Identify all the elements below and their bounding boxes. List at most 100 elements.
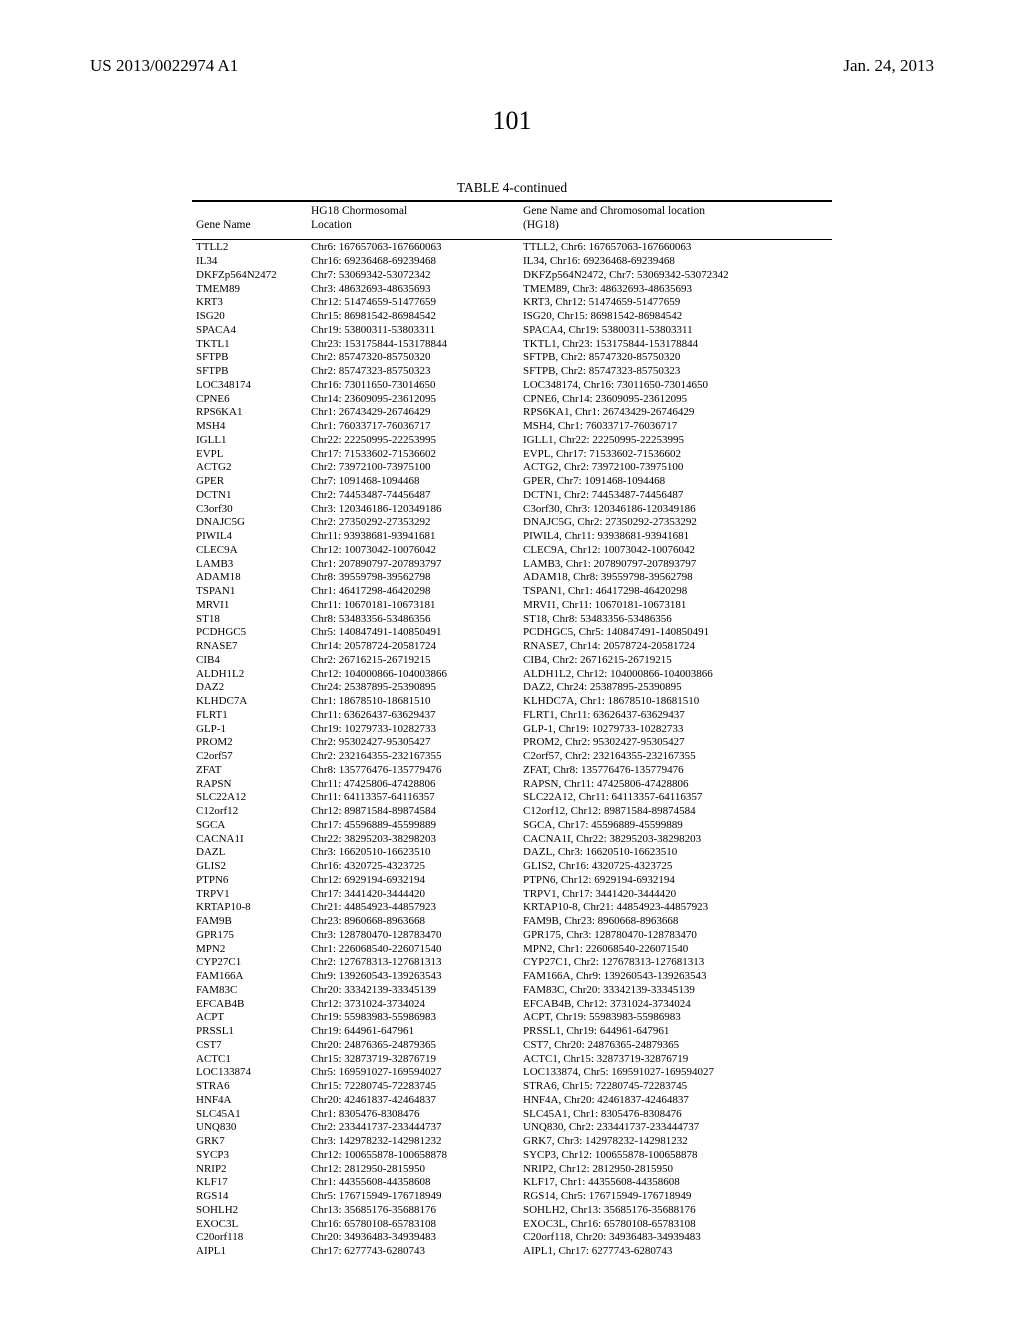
- cell-gene-name: FAM9B: [192, 915, 307, 929]
- cell-location: Chr14: 23609095-23612095: [307, 392, 519, 406]
- cell-combined: LOC133874, Chr5: 169591027-169594027: [519, 1066, 832, 1080]
- table-row: RNASE7Chr14: 20578724-20581724RNASE7, Ch…: [192, 640, 832, 654]
- cell-gene-name: DNAJC5G: [192, 516, 307, 530]
- cell-location: Chr12: 51474659-51477659: [307, 296, 519, 310]
- table-row: CACNA1IChr22: 38295203-38298203CACNA1I, …: [192, 832, 832, 846]
- cell-combined: SOHLH2, Chr13: 35685176-35688176: [519, 1203, 832, 1217]
- cell-combined: ADAM18, Chr8: 39559798-39562798: [519, 571, 832, 585]
- cell-combined: MPN2, Chr1: 226068540-226071540: [519, 942, 832, 956]
- table-row: C2orf57Chr2: 232164355-232167355C2orf57,…: [192, 750, 832, 764]
- cell-location: Chr3: 142978232-142981232: [307, 1135, 519, 1149]
- cell-gene-name: UNQ830: [192, 1121, 307, 1135]
- cell-gene-name: KRTAP10-8: [192, 901, 307, 915]
- cell-location: Chr11: 64113357-64116357: [307, 791, 519, 805]
- cell-gene-name: SFTPB: [192, 365, 307, 379]
- cell-location: Chr1: 44355608-44358608: [307, 1176, 519, 1190]
- cell-location: Chr17: 3441420-3444420: [307, 887, 519, 901]
- table-row: SYCP3Chr12: 100655878-100658878SYCP3, Ch…: [192, 1148, 832, 1162]
- cell-gene-name: CST7: [192, 1038, 307, 1052]
- cell-combined: PCDHGC5, Chr5: 140847491-140850491: [519, 626, 832, 640]
- cell-location: Chr15: 86981542-86984542: [307, 310, 519, 324]
- cell-combined: TSPAN1, Chr1: 46417298-46420298: [519, 585, 832, 599]
- cell-gene-name: DCTN1: [192, 488, 307, 502]
- cell-location: Chr2: 127678313-127681313: [307, 956, 519, 970]
- table-row: ST18Chr8: 53483356-53486356ST18, Chr8: 5…: [192, 612, 832, 626]
- col-header-line: Location: [311, 219, 515, 233]
- table-row: SFTPBChr2: 85747323-85750323SFTPB, Chr2:…: [192, 365, 832, 379]
- table-row: KRT3Chr12: 51474659-51477659KRT3, Chr12:…: [192, 296, 832, 310]
- cell-combined: EFCAB4B, Chr12: 3731024-3734024: [519, 997, 832, 1011]
- cell-location: Chr21: 44854923-44857923: [307, 901, 519, 915]
- cell-combined: ZFAT, Chr8: 135776476-135779476: [519, 763, 832, 777]
- table-row: RPS6KA1Chr1: 26743429-26746429RPS6KA1, C…: [192, 406, 832, 420]
- table-row: CLEC9AChr12: 10073042-10076042CLEC9A, Ch…: [192, 543, 832, 557]
- table-row: RGS14Chr5: 176715949-176718949RGS14, Chr…: [192, 1190, 832, 1204]
- table-row: CIB4Chr2: 26716215-26719215CIB4, Chr2: 2…: [192, 653, 832, 667]
- cell-combined: EXOC3L, Chr16: 65780108-65783108: [519, 1217, 832, 1231]
- cell-location: Chr15: 72280745-72283745: [307, 1080, 519, 1094]
- cell-location: Chr11: 47425806-47428806: [307, 777, 519, 791]
- cell-location: Chr14: 20578724-20581724: [307, 640, 519, 654]
- table-row: DAZLChr3: 16620510-16623510DAZL, Chr3: 1…: [192, 846, 832, 860]
- cell-combined: HNF4A, Chr20: 42461837-42464837: [519, 1093, 832, 1107]
- table-row: TKTL1Chr23: 153175844-153178844TKTL1, Ch…: [192, 337, 832, 351]
- cell-location: Chr20: 24876365-24879365: [307, 1038, 519, 1052]
- table-row: LOC348174Chr16: 73011650-73014650LOC3481…: [192, 378, 832, 392]
- cell-location: Chr22: 22250995-22253995: [307, 433, 519, 447]
- cell-gene-name: PTPN6: [192, 873, 307, 887]
- cell-combined: ACTG2, Chr2: 73972100-73975100: [519, 461, 832, 475]
- cell-combined: CACNA1I, Chr22: 38295203-38298203: [519, 832, 832, 846]
- cell-combined: RGS14, Chr5: 176715949-176718949: [519, 1190, 832, 1204]
- cell-location: Chr22: 38295203-38298203: [307, 832, 519, 846]
- cell-gene-name: PROM2: [192, 736, 307, 750]
- cell-gene-name: KLHDC7A: [192, 695, 307, 709]
- cell-location: Chr2: 85747323-85750323: [307, 365, 519, 379]
- cell-combined: GPR175, Chr3: 128780470-128783470: [519, 928, 832, 942]
- table-row: ADAM18Chr8: 39559798-39562798ADAM18, Chr…: [192, 571, 832, 585]
- cell-location: Chr17: 71533602-71536602: [307, 447, 519, 461]
- cell-gene-name: RAPSN: [192, 777, 307, 791]
- table-row: C20orf118Chr20: 34936483-34939483C20orf1…: [192, 1231, 832, 1245]
- cell-location: Chr16: 4320725-4323725: [307, 860, 519, 874]
- cell-gene-name: RGS14: [192, 1190, 307, 1204]
- cell-gene-name: MRVI1: [192, 598, 307, 612]
- cell-location: Chr11: 93938681-93941681: [307, 530, 519, 544]
- cell-gene-name: ST18: [192, 612, 307, 626]
- col-header-gene: Gene Name: [192, 202, 307, 239]
- cell-location: Chr12: 104000866-104003866: [307, 667, 519, 681]
- cell-location: Chr7: 53069342-53072342: [307, 268, 519, 282]
- cell-gene-name: SFTPB: [192, 351, 307, 365]
- cell-combined: C2orf57, Chr2: 232164355-232167355: [519, 750, 832, 764]
- cell-location: Chr2: 74453487-74456487: [307, 488, 519, 502]
- cell-combined: LAMB3, Chr1: 207890797-207893797: [519, 557, 832, 571]
- col-header-line: Gene Name: [196, 219, 303, 233]
- cell-location: Chr5: 176715949-176718949: [307, 1190, 519, 1204]
- cell-combined: ISG20, Chr15: 86981542-86984542: [519, 310, 832, 324]
- table-row: RAPSNChr11: 47425806-47428806RAPSN, Chr1…: [192, 777, 832, 791]
- cell-combined: PRSSL1, Chr19: 644961-647961: [519, 1025, 832, 1039]
- table-row: IGLL1Chr22: 22250995-22253995IGLL1, Chr2…: [192, 433, 832, 447]
- col-header-line: HG18 Chormosomal: [311, 205, 515, 219]
- table-row: PROM2Chr2: 95302427-95305427PROM2, Chr2:…: [192, 736, 832, 750]
- cell-combined: DNAJC5G, Chr2: 27350292-27353292: [519, 516, 832, 530]
- cell-combined: ACPT, Chr19: 55983983-55986983: [519, 1011, 832, 1025]
- cell-combined: CPNE6, Chr14: 23609095-23612095: [519, 392, 832, 406]
- cell-location: Chr12: 100655878-100658878: [307, 1148, 519, 1162]
- cell-location: Chr9: 139260543-139263543: [307, 970, 519, 984]
- cell-gene-name: HNF4A: [192, 1093, 307, 1107]
- table-row: SOHLH2Chr13: 35685176-35688176SOHLH2, Ch…: [192, 1203, 832, 1217]
- cell-location: Chr3: 120346186-120349186: [307, 502, 519, 516]
- cell-gene-name: IGLL1: [192, 433, 307, 447]
- cell-location: Chr11: 63626437-63629437: [307, 708, 519, 722]
- table-row: GLP-1Chr19: 10279733-10282733GLP-1, Chr1…: [192, 722, 832, 736]
- table-row: GLIS2Chr16: 4320725-4323725GLIS2, Chr16:…: [192, 860, 832, 874]
- cell-gene-name: GLP-1: [192, 722, 307, 736]
- cell-location: Chr12: 3731024-3734024: [307, 997, 519, 1011]
- cell-location: Chr17: 45596889-45599889: [307, 818, 519, 832]
- cell-combined: GLP-1, Chr19: 10279733-10282733: [519, 722, 832, 736]
- cell-gene-name: SLC22A12: [192, 791, 307, 805]
- cell-combined: ALDH1L2, Chr12: 104000866-104003866: [519, 667, 832, 681]
- cell-combined: DAZ2, Chr24: 25387895-25390895: [519, 681, 832, 695]
- cell-location: Chr12: 10073042-10076042: [307, 543, 519, 557]
- cell-location: Chr23: 153175844-153178844: [307, 337, 519, 351]
